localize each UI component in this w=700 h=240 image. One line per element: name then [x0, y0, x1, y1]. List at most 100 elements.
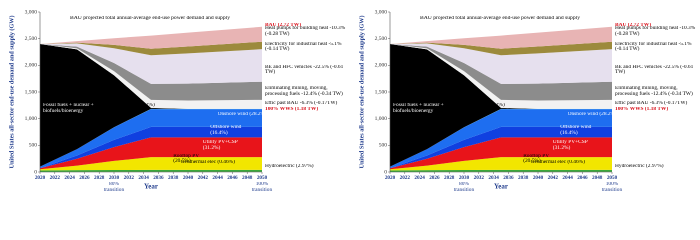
x-tick-label: 2048	[592, 175, 603, 181]
x-tick-label: 2042	[548, 175, 559, 181]
y-tick-label: 0	[384, 169, 387, 175]
series-label-box: Effic past BAU -6.3% (-0.17TW)	[615, 100, 688, 106]
series-label-box: Offshore wind (16.4%)	[560, 125, 592, 137]
series-label-box: Geothermal elec (0.46%)	[180, 160, 235, 166]
bau-label: BAU (2.72 TW)	[265, 22, 301, 28]
x-tick-label: 2038	[168, 175, 179, 181]
x-tick-label: 2046	[577, 175, 588, 181]
x-axis-title: Year	[494, 183, 508, 191]
chart-title: BAU projected total annual-average end-u…	[70, 15, 230, 21]
x-tick-label: 2020	[385, 175, 396, 181]
area	[390, 126, 612, 169]
area	[390, 43, 612, 109]
wws-label: 100% WWS (1.18 TW)	[615, 107, 669, 113]
chart-title-box: BAU projected total annual-average end-u…	[70, 15, 230, 21]
x-tick-label: 2022	[400, 175, 411, 181]
wws-label-box: 100% WWS (1.18 TW)	[615, 107, 669, 113]
area	[390, 169, 612, 172]
x-tick-label: 2024	[64, 175, 75, 181]
y-tick-label: 3,000	[25, 9, 38, 15]
area	[390, 43, 612, 84]
x-tick-label: 2040	[533, 175, 544, 181]
x-tick-label: 2032	[124, 175, 135, 181]
x-tick-label: 2044	[562, 175, 573, 181]
series-label: Geothermal elec (0.46%)	[180, 160, 235, 166]
x-tick-label: 2032	[474, 175, 485, 181]
series-label-box: BE and HFC vehicles -22.5% (-0.61 TW)	[615, 65, 693, 76]
series-label-box: Tidal+wave (0.22%)	[110, 103, 154, 108]
y-tick-label: 1,500	[375, 89, 388, 95]
area	[390, 41, 612, 56]
series-label: Utility PV+CSP (31.2%)	[552, 140, 588, 152]
series-label-box: Hydroelectric (2.97%)	[265, 164, 314, 169]
series-label-box: Electricity for industrial heat -5.1% (-…	[615, 42, 692, 53]
x-tick-label: 2026	[429, 175, 440, 181]
x-tick-label: 2042	[198, 175, 209, 181]
series-label-box: Eliminating mining, moving, processing f…	[615, 86, 693, 97]
series-label-box: Heat pumps for building heat -10.3% (-0.…	[265, 26, 345, 37]
x-tick-label: 2022	[50, 175, 61, 181]
y-axis-title: United States all-sector end-use demand …	[8, 15, 15, 168]
area	[40, 43, 262, 84]
series-label-box: Onshore wind (28.2%)	[218, 112, 267, 117]
y-tick-label: 2,000	[375, 63, 388, 69]
series-label-box: Offshore wind (16.4%)	[210, 125, 242, 137]
y-tick-label: 2,500	[25, 36, 38, 42]
x-tick-label: 2048	[242, 175, 253, 181]
area	[40, 109, 262, 169]
series-label-box: Onshore wind (28.2%)	[568, 112, 617, 117]
y-tick-label: 1,500	[25, 89, 38, 95]
annotation: 80% transition	[453, 182, 475, 193]
series-label-box: Effic past BAU -6.3% (-0.17TW)	[265, 100, 338, 106]
x-tick-label: 2036	[503, 175, 514, 181]
series-label: Rooftop PV (20.5%)	[523, 153, 549, 165]
series-label: Geothermal elec (0.46%)	[530, 160, 585, 166]
series-label: Heat pumps for building heat -10.3% (-0.…	[615, 26, 696, 37]
x-axis-title: Year	[144, 183, 158, 191]
series-label: Tidal+wave (0.22%)	[460, 102, 505, 108]
series-label: Rooftop PV (20.5%)	[173, 153, 199, 165]
x-tick-label: 2034	[488, 175, 499, 181]
x-tick-label: 2038	[518, 175, 529, 181]
series-label-box: Fossil fuels + nuclear + biofuels/bioene…	[43, 103, 94, 114]
series-label: BE and HFC vehicles -22.5% (-0.61 TW)	[265, 64, 344, 76]
area	[390, 157, 612, 171]
series-label-box: Fossil fuels + nuclear + biofuels/bioene…	[393, 103, 444, 114]
y-tick-label: 2,000	[25, 63, 38, 69]
y-tick-label: 500	[379, 143, 388, 149]
series-label: Effic past BAU -6.3% (-0.17TW)	[615, 100, 688, 106]
series-label: Offshore wind (16.4%)	[560, 125, 592, 137]
series-label: Effic past BAU -6.3% (-0.17TW)	[265, 100, 338, 106]
series-label-box: Rooftop PV (20.5%)	[523, 153, 549, 165]
series-label-box: BE and HFC vehicles -22.5% (-0.61 TW)	[265, 64, 344, 76]
y-tick-label: 1,000	[25, 116, 38, 122]
area	[40, 43, 262, 109]
annotation: 80% transition	[103, 182, 125, 193]
annotation-box: 100% transition	[252, 182, 272, 193]
x-tick-label: 2050	[607, 175, 618, 181]
wws-label-box: 100% WWS (1.18 TW)	[265, 107, 319, 113]
x-tick-label: 2046	[227, 175, 238, 181]
area	[390, 109, 612, 169]
series-label-box: Utility PV+CSP (31.2%)	[552, 140, 588, 152]
series-label: Offshore wind (16.4%)	[210, 125, 242, 137]
y-tick-label: 500	[29, 143, 38, 149]
series-label-box: Electricity for industrial heat -5.1% (-…	[265, 42, 342, 53]
wws-label: 100% WWS (1.18 TW)	[265, 107, 319, 113]
area	[40, 137, 262, 170]
area	[40, 43, 262, 101]
area	[40, 41, 262, 56]
annotation: 100% transition	[601, 182, 623, 193]
x-tick-label: 2036	[153, 175, 164, 181]
x-tick-label: 2050	[257, 175, 268, 181]
y-axis-title: United States all-sector end-use demand …	[358, 15, 365, 168]
series-label-box: Eliminating mining, moving, processing f…	[265, 86, 343, 97]
x-tick-label: 2044	[212, 175, 223, 181]
bau-label-box: BAU (2.72 TW)	[265, 22, 301, 28]
x-tick-label: 2028	[94, 175, 105, 181]
x-tick-label: 2028	[444, 175, 455, 181]
chart-title: BAU projected total annual-average end-u…	[420, 15, 580, 21]
series-label-box: Hydroelectric (2.97%)	[615, 164, 664, 169]
